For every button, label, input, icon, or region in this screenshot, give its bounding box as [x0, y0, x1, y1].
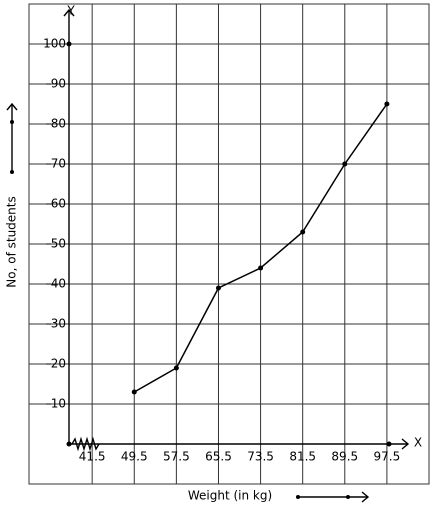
data-point — [342, 161, 348, 167]
y-tick-label: 100 — [43, 37, 66, 51]
y-tick-label: 10 — [51, 397, 66, 411]
axis-dot — [66, 441, 72, 447]
x-tick-label: 57.5 — [163, 450, 190, 464]
x-label-arrow — [296, 491, 370, 503]
data-point — [384, 101, 390, 107]
x-tick-label: 97.5 — [374, 450, 401, 464]
y-axis-label: No, of students — [5, 196, 19, 287]
x-arrow — [401, 438, 410, 450]
grid — [29, 4, 429, 484]
y-arrow — [63, 8, 75, 17]
data-point — [300, 229, 306, 235]
y-tick-label: 50 — [51, 237, 66, 251]
data-point — [258, 265, 264, 271]
axis-break — [71, 436, 100, 452]
x-tick-label: 89.5 — [331, 450, 358, 464]
y-tick-label: 30 — [51, 317, 66, 331]
data-point — [215, 285, 221, 291]
y-tick-label: 70 — [51, 157, 66, 171]
y-tick-label: 60 — [51, 197, 66, 211]
x-axis-label: Weight (in kg) — [188, 489, 272, 503]
x-tick-label: 49.5 — [121, 450, 148, 464]
y-tick-label: 90 — [51, 77, 66, 91]
y-label-arrow — [6, 102, 18, 174]
x-tick-label: 41.5 — [79, 450, 106, 464]
y-tick-label: 20 — [51, 357, 66, 371]
y-tick-label: 80 — [51, 117, 66, 131]
data-point — [131, 389, 137, 395]
x-tick-label: 73.5 — [247, 450, 274, 464]
y-axis-name: Y — [66, 4, 75, 18]
axis-dot — [386, 441, 392, 447]
x-axis-name: X — [414, 436, 422, 450]
data-point — [173, 365, 179, 371]
y-tick-label: 40 — [51, 277, 66, 291]
axis-dot — [66, 41, 72, 47]
x-tick-label: 81.5 — [289, 450, 316, 464]
x-tick-label: 65.5 — [205, 450, 232, 464]
